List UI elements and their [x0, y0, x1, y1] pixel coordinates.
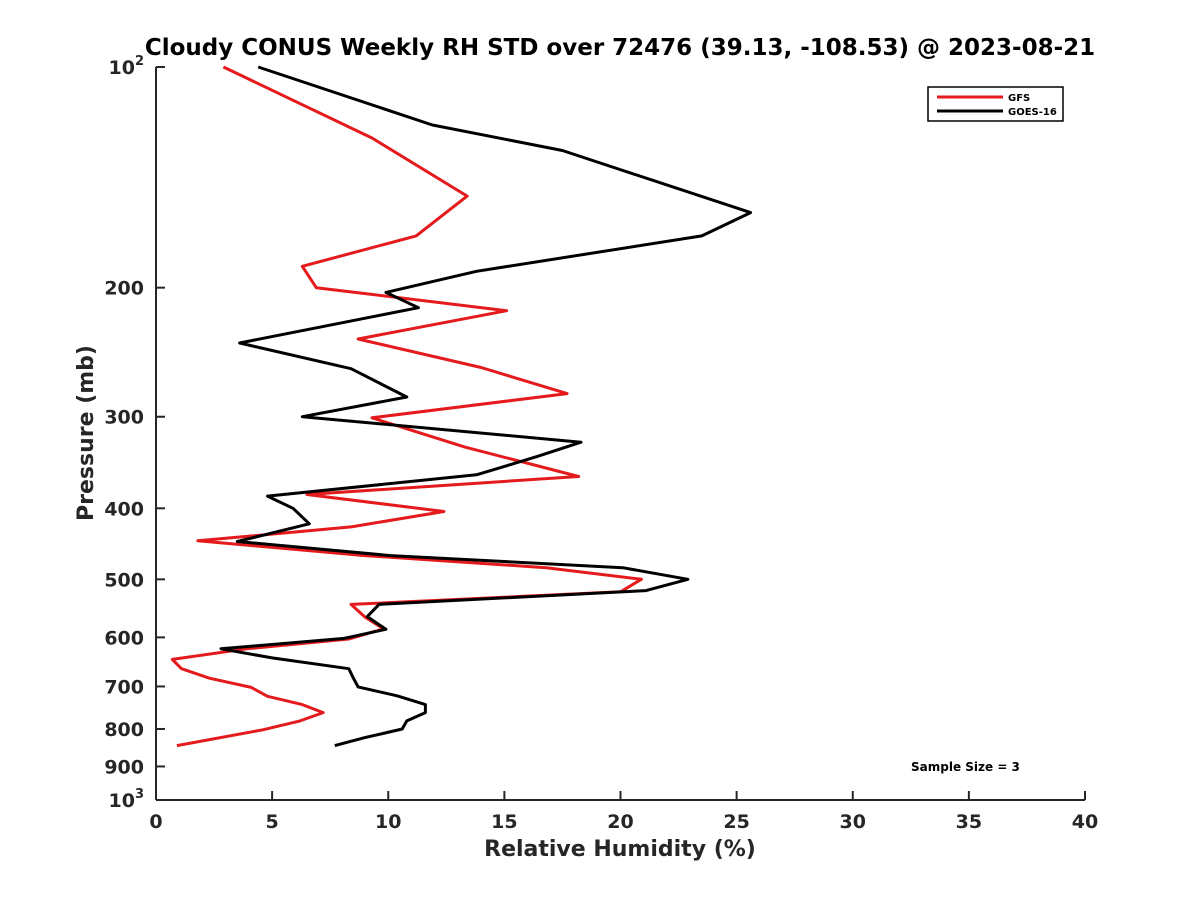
x-tick-label: 25: [723, 811, 749, 833]
y-tick-label: 700: [104, 676, 144, 698]
legend-label: GFS: [1008, 93, 1030, 104]
y-tick-text: 400: [104, 498, 144, 520]
x-tick-label: 35: [956, 811, 982, 833]
y-tick-label: 300: [104, 407, 144, 429]
y-tick-text: 500: [104, 569, 144, 591]
y-tick-text: 10: [109, 57, 135, 79]
x-tick-label: 30: [840, 811, 866, 833]
y-tick-exponent: 2: [135, 54, 144, 69]
legend-box: [927, 86, 1064, 122]
y-tick-label: 103: [109, 787, 145, 812]
x-ticks: 0 5 10 15 20 25 30 35 40: [149, 791, 1098, 833]
y-tick-text: 10: [109, 790, 135, 812]
legend-label: GOES-16: [1008, 107, 1057, 118]
x-axis-label: Relative Humidity (%): [484, 837, 756, 862]
y-tick-text: 700: [104, 676, 144, 698]
y-tick-label: 900: [104, 756, 144, 778]
y-axis-label: Pressure (mb): [74, 345, 99, 521]
y-tick-label: 102: [109, 54, 145, 79]
x-tick-label: 10: [375, 811, 401, 833]
y-tick-text: 600: [104, 627, 144, 649]
legend: GFS GOES-16: [927, 86, 1064, 122]
y-tick-text: 300: [104, 407, 144, 429]
y-tick-label: 800: [104, 719, 144, 741]
series-layer: [170, 65, 753, 748]
y-tick-text: 800: [104, 719, 144, 741]
y-tick-label: 200: [104, 278, 144, 300]
y-tick-exponent: 3: [135, 787, 144, 802]
plot-background: [156, 67, 1085, 800]
sample-size-annotation: Sample Size = 3: [911, 760, 1020, 774]
x-tick-label: 0: [149, 811, 162, 833]
series-line-goes-16: [219, 65, 753, 748]
x-tick-label: 20: [607, 811, 633, 833]
x-tick-label: 5: [266, 811, 279, 833]
y-tick-label: 500: [104, 569, 144, 591]
y-tick-text: 200: [104, 278, 144, 300]
y-tick-text: 900: [104, 756, 144, 778]
x-tick-label: 40: [1072, 811, 1098, 833]
x-tick-label: 15: [491, 811, 517, 833]
y-tick-label: 400: [104, 498, 144, 520]
series-line-gfs: [170, 65, 643, 748]
chart-title: Cloudy CONUS Weekly RH STD over 72476 (3…: [145, 35, 1095, 61]
y-tick-label: 600: [104, 627, 144, 649]
